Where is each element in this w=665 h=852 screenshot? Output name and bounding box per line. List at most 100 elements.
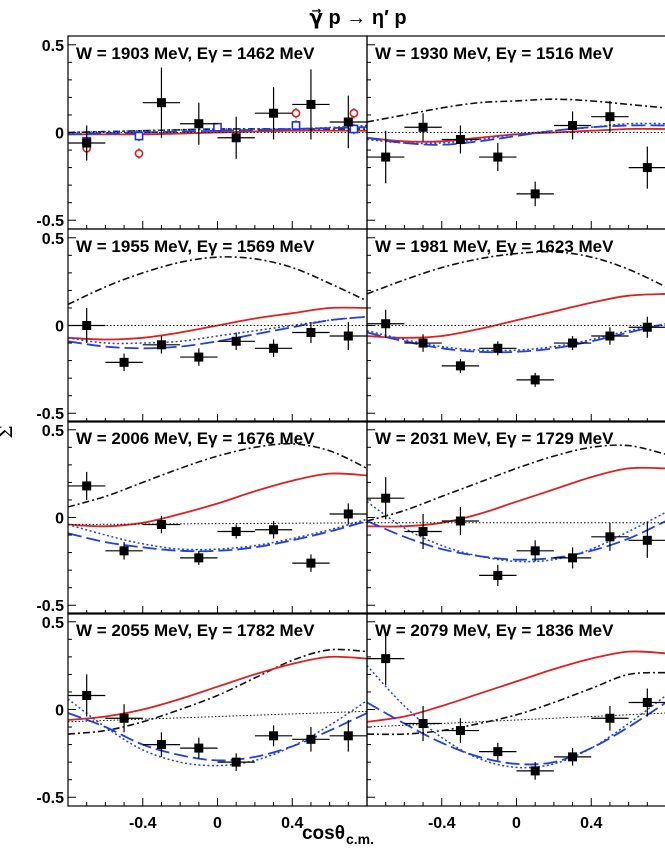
- y-tick-label: 0.5: [42, 38, 64, 55]
- panel-title: W = 1955 MeV, Eγ = 1569 MeV: [76, 237, 315, 256]
- data-point: [269, 108, 279, 118]
- data-point: [231, 336, 241, 346]
- data-point: [381, 152, 391, 162]
- data-point: [381, 319, 391, 329]
- data-point: [231, 133, 241, 143]
- extra-point-square: [213, 122, 222, 132]
- curve-dotted-blue: [367, 501, 665, 563]
- data-point: [530, 546, 540, 556]
- panel-title: W = 1903 MeV, Eγ = 1462 MeV: [76, 44, 315, 63]
- panel-plot-area: [68, 648, 367, 771]
- data-point: [568, 553, 578, 563]
- data-point: [605, 112, 615, 122]
- data-point: [455, 361, 465, 371]
- data-point: [381, 654, 391, 664]
- curve-dashdot-black: [367, 671, 665, 736]
- x-tick-label: -0.4: [428, 815, 456, 832]
- y-tick-label: -0.5: [36, 790, 64, 807]
- y-tick-label: -0.5: [36, 406, 64, 423]
- data-point: [418, 122, 428, 132]
- curve-solid-red: [68, 472, 367, 528]
- y-tick-label: 0: [55, 319, 64, 336]
- data-point: [269, 343, 279, 353]
- curve-solid-red: [367, 650, 665, 723]
- curve-solid-red: [68, 306, 367, 341]
- y-tick-label: -0.5: [36, 598, 64, 615]
- panel-plot-area: [367, 444, 665, 586]
- data-point: [493, 152, 503, 162]
- data-point: [156, 740, 166, 750]
- data-point: [156, 340, 166, 350]
- data-point: [194, 743, 204, 753]
- data-point: [455, 516, 465, 526]
- panel-title: W = 1930 MeV, Eγ = 1516 MeV: [375, 44, 614, 63]
- panel-5: W = 2006 MeV, Eγ = 1676 MeV 0.5 0 -0.5: [36, 420, 368, 615]
- panel-7: W = 2055 MeV, Eγ = 1782 MeV 0.5 0 -0.5 -0.4 0…: [36, 612, 368, 832]
- y-tick-label: 0.5: [42, 615, 64, 632]
- x-axis-label-subscript: c.m.: [346, 831, 374, 847]
- panel-plot-area: [68, 67, 367, 161]
- curve-dotted-blue: [68, 518, 367, 551]
- data-point: [156, 520, 166, 530]
- y-axis-label: Σ: [0, 425, 17, 438]
- curve-dashdot-black: [367, 444, 665, 522]
- x-axis-label: cosθ: [302, 823, 345, 844]
- x-tick-label: 0.4: [580, 815, 602, 832]
- curve-longdash-blue: [367, 520, 665, 561]
- panel-grid: W = 1903 MeV, Eγ = 1462 MeV 0.5 0 -0.5 W = 1…: [36, 35, 665, 832]
- data-point: [642, 322, 652, 332]
- data-point: [493, 747, 503, 757]
- curve-dotted-blue: [367, 665, 665, 769]
- extra-point-circle: [291, 108, 301, 118]
- curve-dashdot-black: [68, 442, 367, 508]
- curve-dotted-blue: [367, 122, 665, 145]
- extra-point-square: [134, 131, 144, 141]
- extra-point-circle: [134, 149, 144, 158]
- curve-dotted-black: [68, 710, 367, 723]
- data-point: [455, 726, 465, 736]
- extra-point-circle: [349, 108, 359, 118]
- data-point: [343, 509, 353, 519]
- data-point: [269, 525, 279, 535]
- y-tick-label: 0: [55, 703, 64, 720]
- panel-title: W = 1981 MeV, Eγ = 1623 MeV: [375, 237, 614, 256]
- extra-point-square: [349, 124, 359, 134]
- data-point: [306, 558, 316, 568]
- panel-2: W = 1930 MeV, Eγ = 1516 MeV: [366, 35, 665, 230]
- panel-title: W = 2079 MeV, Eγ = 1836 MeV: [375, 621, 614, 640]
- x-tick-label: 0: [512, 815, 521, 832]
- y-tick-label: 0.5: [42, 423, 64, 440]
- curve-dotted-blue: [68, 315, 367, 345]
- data-point: [269, 731, 279, 741]
- panel-plot-area: [367, 632, 665, 780]
- data-point: [642, 163, 652, 173]
- curve-dotted-blue: [68, 698, 367, 767]
- data-point: [194, 119, 204, 129]
- curve-solid-red: [367, 466, 665, 528]
- curve-dotted-black: [68, 522, 367, 525]
- data-point: [381, 493, 391, 503]
- data-point: [82, 138, 92, 148]
- data-point: [530, 766, 540, 776]
- extra-point-square: [291, 121, 301, 130]
- data-point: [119, 713, 129, 723]
- data-point: [605, 331, 615, 341]
- curve-longdash-blue: [367, 701, 665, 766]
- data-point: [493, 343, 503, 353]
- panel-plot-area: [68, 256, 367, 372]
- data-point: [194, 553, 204, 563]
- data-point: [642, 697, 652, 707]
- x-tick-label: 0.4: [281, 815, 303, 832]
- data-point: [119, 357, 129, 367]
- curve-dotted-black: [367, 712, 665, 728]
- x-tick-label: -0.4: [129, 815, 157, 832]
- curve-dashdot-black: [68, 648, 367, 735]
- panel-title: W = 2006 MeV, Eγ = 1676 MeV: [76, 429, 315, 448]
- curve-solid-red: [367, 293, 665, 339]
- data-point: [82, 481, 92, 491]
- curve-longdash-blue: [68, 712, 367, 762]
- y-tick-label: 0.5: [42, 231, 64, 248]
- panel-6: W = 2031 MeV, Eγ = 1729 MeV: [366, 420, 665, 615]
- data-point: [306, 99, 316, 109]
